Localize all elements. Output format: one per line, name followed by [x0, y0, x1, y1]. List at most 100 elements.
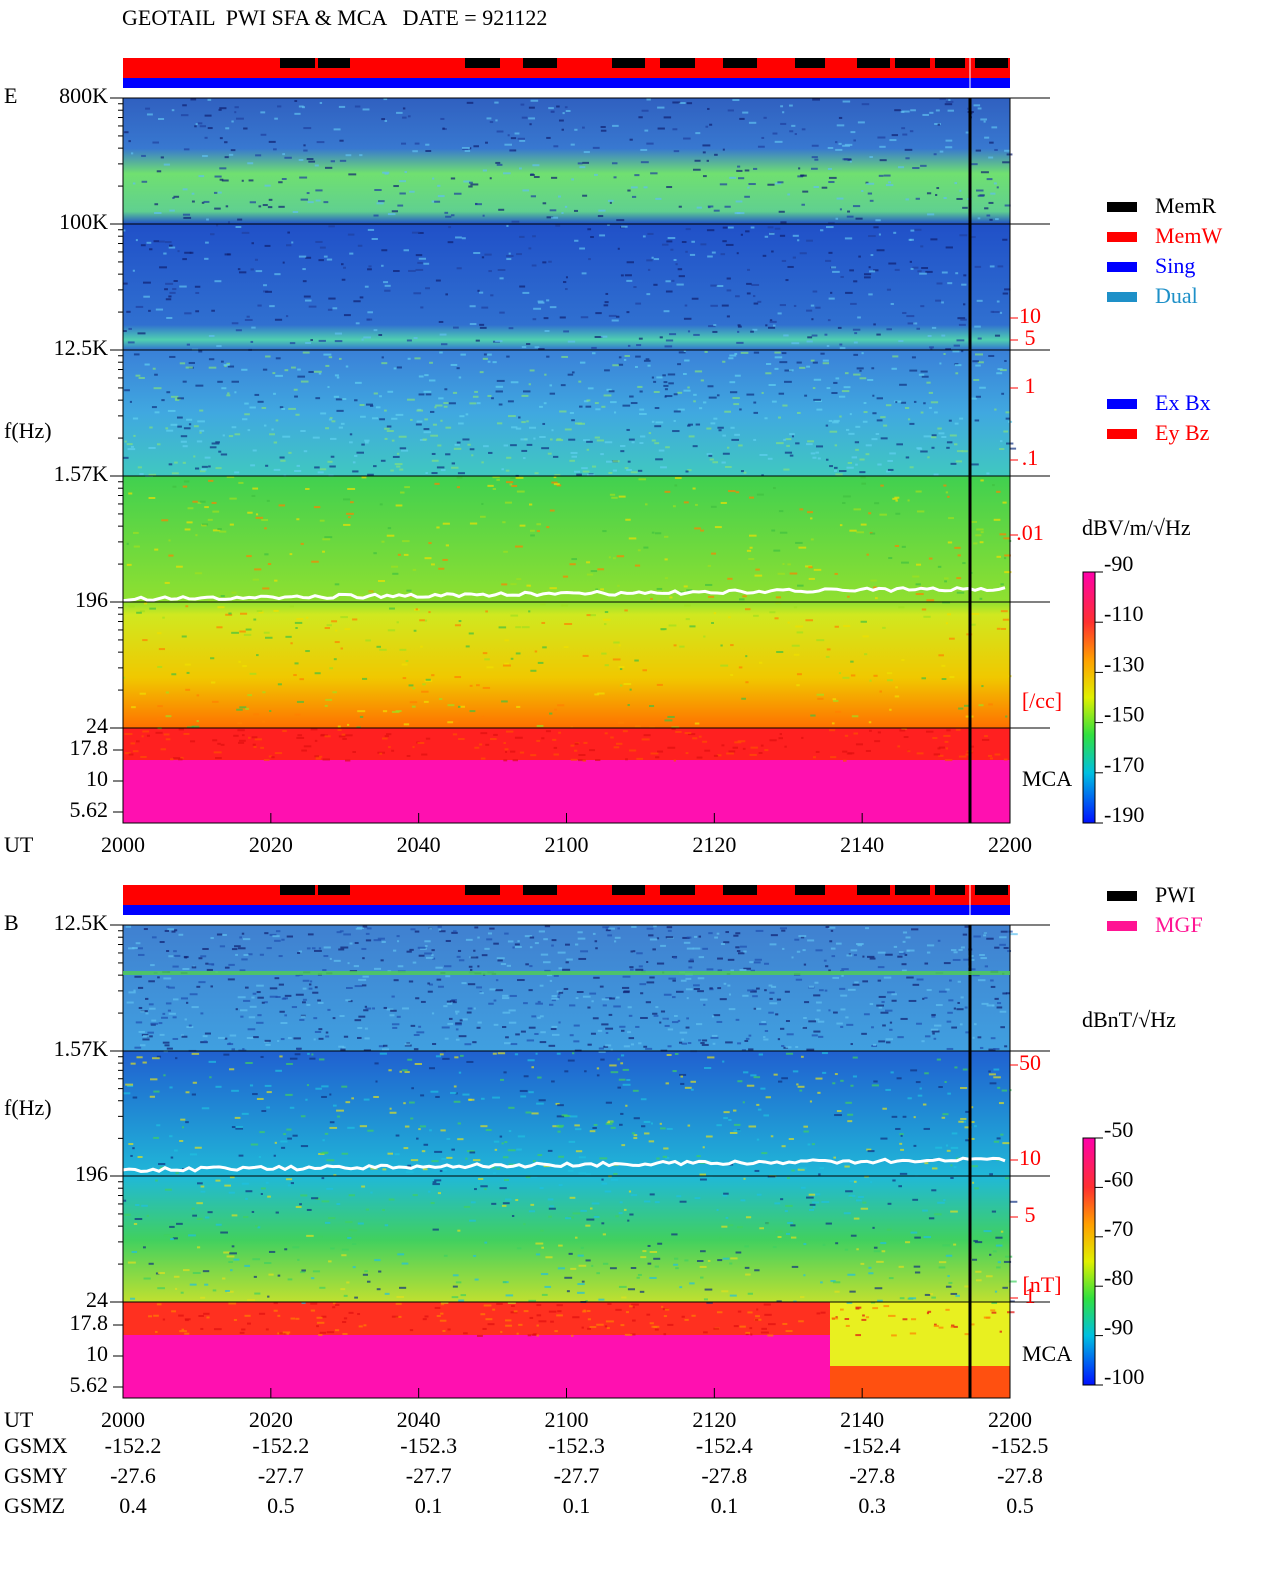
spectrum-texture [662, 374, 666, 377]
spectrum-texture [875, 432, 880, 435]
spectrum-texture [984, 136, 990, 139]
spectrum-texture [729, 391, 738, 394]
spectrum-texture [719, 998, 727, 1001]
spectrum-texture [975, 353, 983, 356]
spectrum-texture [419, 1125, 426, 1128]
spectrum-texture [774, 227, 781, 230]
spectrum-texture [446, 1002, 453, 1005]
spectrum-texture [887, 1202, 892, 1205]
spectrum-texture [204, 1216, 210, 1219]
spectrum-texture [736, 341, 744, 344]
spectrum-texture [508, 1021, 517, 1024]
spectrum-texture [247, 429, 251, 432]
spectrum-texture [452, 1274, 459, 1277]
spectrum-texture [173, 279, 178, 282]
spectrum-texture [535, 1242, 544, 1245]
spectrum-texture [798, 1320, 804, 1323]
spectrum-texture [231, 120, 234, 123]
spectrum-texture [228, 1302, 237, 1305]
spectrum-texture [445, 544, 450, 547]
spectrum-texture [390, 469, 394, 472]
y-tick-label: 196 [75, 587, 108, 612]
spectrum-texture [211, 442, 220, 445]
spectrum-texture [379, 395, 382, 398]
spectrum-texture [742, 111, 749, 114]
spectrum-texture [460, 1054, 464, 1057]
spectrum-texture [581, 1280, 585, 1283]
status-bar-segment [857, 58, 890, 68]
spectrum-texture [196, 1202, 203, 1205]
spectrum-texture [229, 1034, 237, 1037]
spectrum-texture [692, 487, 696, 490]
spectrum-texture [617, 1086, 622, 1089]
spectrum-texture [317, 1235, 323, 1238]
spectrum-texture [311, 1053, 314, 1056]
spectrum-texture [569, 1004, 576, 1007]
spectrum-texture [300, 542, 304, 545]
spectrum-texture [318, 1037, 324, 1040]
spectrum-texture [687, 424, 691, 427]
spectrum-texture [964, 925, 971, 928]
spectrum-texture [359, 1125, 367, 1128]
spectrum-texture [317, 1001, 324, 1004]
spectrum-texture [204, 257, 209, 260]
spectrum-texture [387, 390, 394, 393]
spectrum-texture [646, 98, 651, 101]
spectrum-texture [339, 1015, 345, 1018]
spectrum-texture [334, 641, 340, 644]
x-tick-label: 2120 [692, 1407, 736, 1432]
spectrum-texture [453, 1100, 461, 1103]
spectrum-texture [899, 729, 906, 732]
spectrum-texture [262, 691, 266, 694]
spectrum-texture [569, 563, 576, 566]
spectrum-texture [574, 128, 578, 131]
spectrum-texture [761, 474, 764, 477]
spectrum-texture [366, 403, 373, 406]
spectrum-texture [873, 1250, 881, 1253]
spectrum-texture [285, 1178, 293, 1181]
spectrum-texture [736, 252, 739, 255]
spectrum-texture [835, 141, 838, 144]
spectrum-texture [310, 1302, 318, 1305]
spectrum-texture [929, 346, 934, 349]
spectrum-texture [761, 1020, 766, 1023]
spectrum-texture [257, 996, 264, 999]
spectrum-texture [245, 628, 252, 631]
spectrum-texture [526, 1039, 535, 1042]
spectrum-texture [457, 705, 461, 708]
spectrum-texture [916, 752, 924, 755]
spectrum-texture [805, 619, 814, 622]
spectrum-texture [367, 1129, 374, 1132]
orbit-label: GSMZ [4, 1493, 65, 1518]
spectrum-texture [201, 1107, 210, 1110]
spectrum-texture [240, 612, 248, 615]
spectrum-texture [141, 154, 146, 157]
spectrum-texture [532, 235, 536, 238]
status-bar-mem [123, 885, 1010, 895]
spectrum-texture [125, 925, 132, 928]
spectrum-texture [464, 149, 471, 152]
spectrum-texture [310, 1277, 315, 1280]
spectrum-texture [352, 470, 359, 473]
spectrum-texture [231, 1245, 235, 1248]
spectrum-texture [531, 264, 537, 267]
spectrum-texture [217, 742, 221, 745]
spectrum-texture [899, 1142, 903, 1145]
spectrum-texture [997, 368, 1003, 371]
spectrum-texture [352, 1266, 356, 1269]
spectrum-texture [492, 1172, 496, 1175]
spectrum-texture [457, 472, 465, 475]
spectrum-texture [594, 436, 600, 439]
spectrum-texture [735, 295, 740, 298]
spectrum-texture [687, 469, 692, 472]
spectrum-texture [564, 106, 568, 109]
spectrum-texture [502, 1202, 510, 1205]
spectrum-texture [141, 1033, 149, 1036]
spectrum-texture [753, 614, 759, 617]
spectrum-texture [528, 383, 531, 386]
spectrum-texture [439, 1169, 443, 1172]
spectrum-texture [774, 356, 783, 359]
y-tick-label: 17.8 [70, 735, 109, 760]
spectrum-texture [273, 1302, 278, 1305]
spectrum-texture [1003, 946, 1009, 949]
